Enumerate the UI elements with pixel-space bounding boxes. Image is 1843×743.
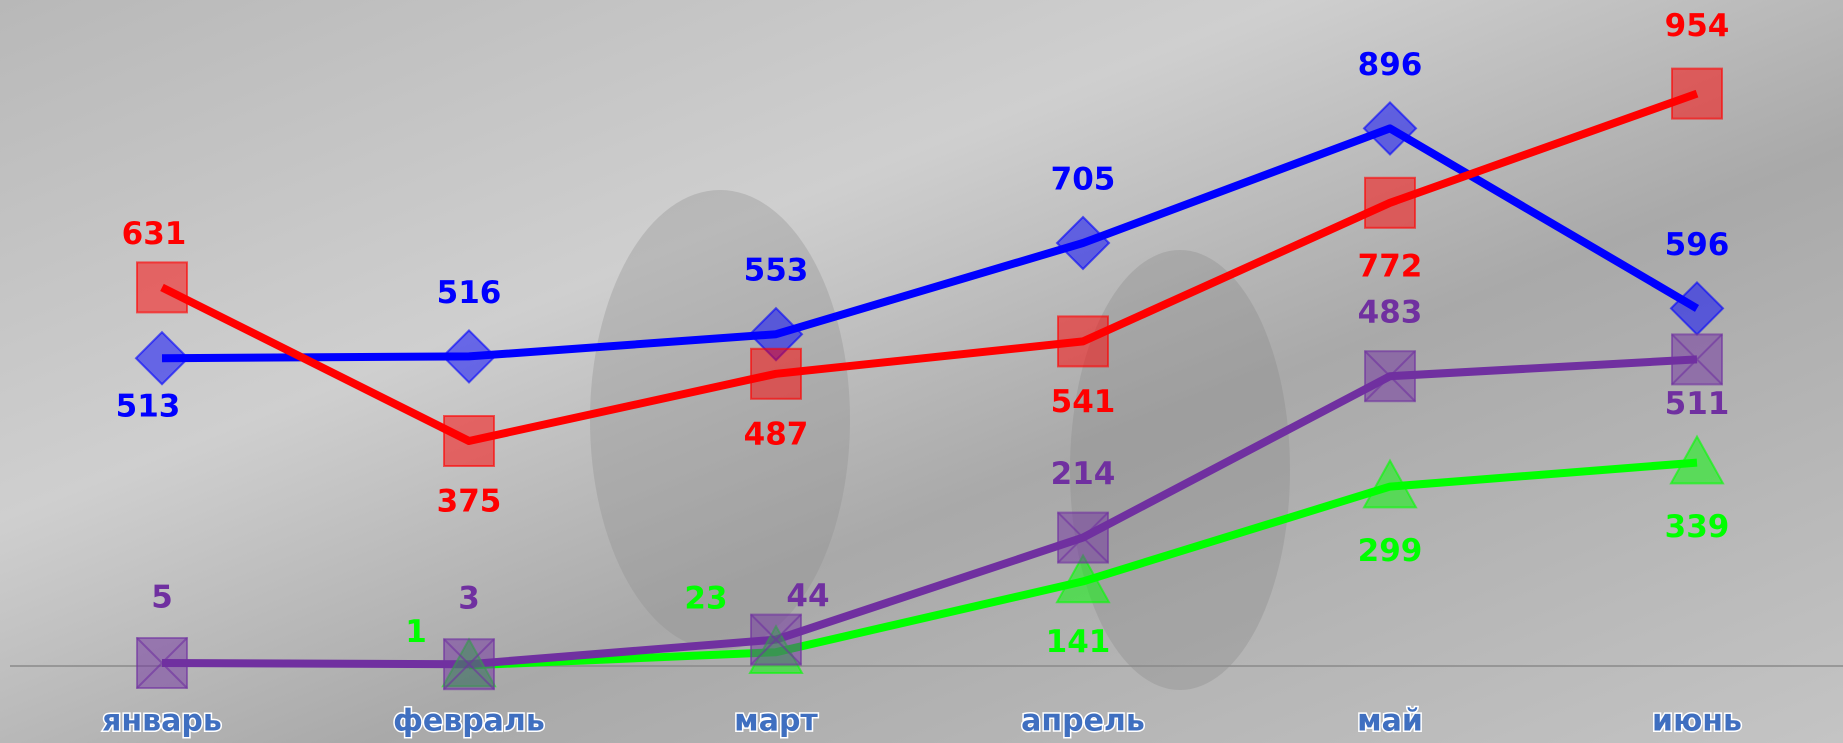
chart: январь февраль март апрель май июнь 1 23 141 299 3… — [0, 0, 1843, 743]
data-label: 487 — [744, 416, 809, 452]
marker — [1672, 69, 1722, 119]
x-tick-label: июнь — [1652, 704, 1742, 739]
x-tick-label: апрель — [1021, 704, 1145, 739]
data-label: 896 — [1358, 47, 1423, 83]
marker — [444, 416, 494, 466]
data-label: 483 — [1358, 295, 1423, 331]
x-tick-label: май — [1357, 704, 1423, 739]
x-tick-label: март — [734, 704, 818, 739]
marker — [137, 262, 187, 312]
x-tick-label: февраль — [393, 704, 545, 739]
data-label: 631 — [122, 216, 187, 252]
data-label: 44 — [786, 578, 829, 614]
data-label: 511 — [1665, 386, 1730, 422]
data-label: 5 — [151, 580, 173, 616]
data-label: 596 — [1665, 227, 1730, 263]
marker — [751, 349, 801, 399]
background — [0, 0, 1843, 743]
data-label: 141 — [1046, 624, 1111, 660]
marker — [1365, 178, 1415, 228]
data-label: 541 — [1051, 384, 1116, 420]
data-label: 299 — [1358, 533, 1423, 569]
data-label: 516 — [437, 275, 502, 311]
data-label: 3 — [458, 581, 480, 617]
data-label: 339 — [1665, 509, 1730, 545]
data-label: 954 — [1665, 8, 1730, 44]
data-label: 513 — [116, 389, 181, 425]
data-label: 705 — [1051, 162, 1116, 198]
data-label: 553 — [744, 253, 809, 289]
x-tick-label: январь — [102, 704, 222, 739]
data-label: 214 — [1051, 456, 1116, 492]
data-label: 23 — [684, 581, 727, 617]
data-label: 375 — [437, 484, 502, 520]
data-label: 772 — [1358, 248, 1423, 284]
marker — [1058, 316, 1108, 366]
data-label: 1 — [405, 614, 427, 650]
